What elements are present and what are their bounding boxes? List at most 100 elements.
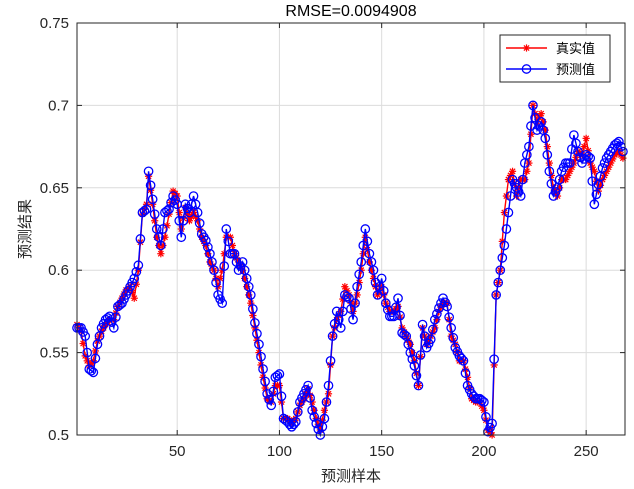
data-point [448,332,459,343]
data-point [178,215,189,226]
data-point [425,334,436,345]
data-point [380,298,391,309]
data-point [147,194,158,205]
data-point [158,224,168,234]
y-tick-label: 0.65 [40,180,69,197]
data-point [262,388,273,399]
data-point [456,353,467,364]
data-point [393,293,403,304]
data-point [211,277,221,288]
data-point [481,412,491,422]
data-point [411,370,422,381]
chart-title: RMSE=0.0094908 [285,3,416,20]
data-point [309,412,320,422]
data-point [176,232,187,243]
data-point [274,369,285,379]
data-point [614,136,624,147]
data-point [111,312,121,323]
data-point [528,100,538,111]
data-point [209,265,219,276]
data-point [599,158,610,168]
data-point [162,206,172,216]
legend-marker-predicted [521,64,532,74]
data-point [254,339,264,350]
plot-area [77,23,625,435]
data-point [356,257,367,267]
data-point [131,266,142,277]
data-point [409,360,420,371]
data-point [376,273,387,284]
y-axis-label: 预测结果 [16,199,34,259]
data-point [290,416,301,427]
x-axis-label: 预测样本 [321,467,381,485]
legend-box [499,34,611,83]
series-predicted [72,100,628,440]
data-point [219,261,230,271]
data-point [537,110,545,118]
data-point [348,314,358,325]
data-point [542,149,553,160]
data-point [258,364,268,374]
data-point [203,242,213,252]
data-point [145,180,156,191]
data-point [564,158,575,168]
data-point [368,265,379,276]
data-point [307,405,317,416]
data-point [353,291,361,299]
data-point [272,370,283,381]
data-point [320,406,329,414]
data-point [583,151,594,162]
data-point [585,153,596,163]
data-point [91,347,100,355]
data-point [378,285,389,296]
y-tick-label: 0.6 [48,262,69,279]
data-point [508,167,517,175]
data-point [143,166,154,177]
data-point [221,224,232,234]
legend-marker-symbol [521,64,532,74]
data-point [545,159,553,167]
data-point [460,368,471,379]
data-point [264,394,275,405]
plot-frame [76,22,626,436]
data-point [413,380,424,391]
data-point [497,252,508,263]
data-point [108,323,119,333]
data-point [276,391,287,402]
x-tick-label: 200 [471,443,496,460]
x-tick-label: 150 [369,443,394,460]
data-point [540,133,551,144]
data-point [389,311,399,322]
data-point [275,381,284,390]
data-point [155,240,166,251]
data-point [175,208,183,217]
data-point [543,143,551,151]
data-point [350,298,360,309]
data-point [82,347,93,358]
data-point [141,204,152,215]
data-point [591,189,602,200]
x-tick-label: 50 [169,443,186,460]
data-point [325,355,336,366]
data-point [174,215,185,226]
data-point [429,314,440,325]
legend-marker-symbol [522,44,531,52]
data-point [139,206,150,216]
legend-label-actual: 真实值 [556,41,595,57]
data-point [321,397,332,407]
data-point [479,397,489,407]
legend-marker-actual [522,44,531,52]
data-point [133,260,144,271]
x-tick-label: 100 [267,443,292,460]
data-point [177,225,185,233]
data-point [399,329,410,340]
data-point [86,365,97,376]
data-point [217,298,228,309]
data-point [524,141,534,152]
data-point [352,281,362,292]
series-layer [72,100,628,440]
data-point [444,312,454,323]
data-point [130,294,138,302]
data-point [499,240,510,251]
data-point [517,174,528,185]
